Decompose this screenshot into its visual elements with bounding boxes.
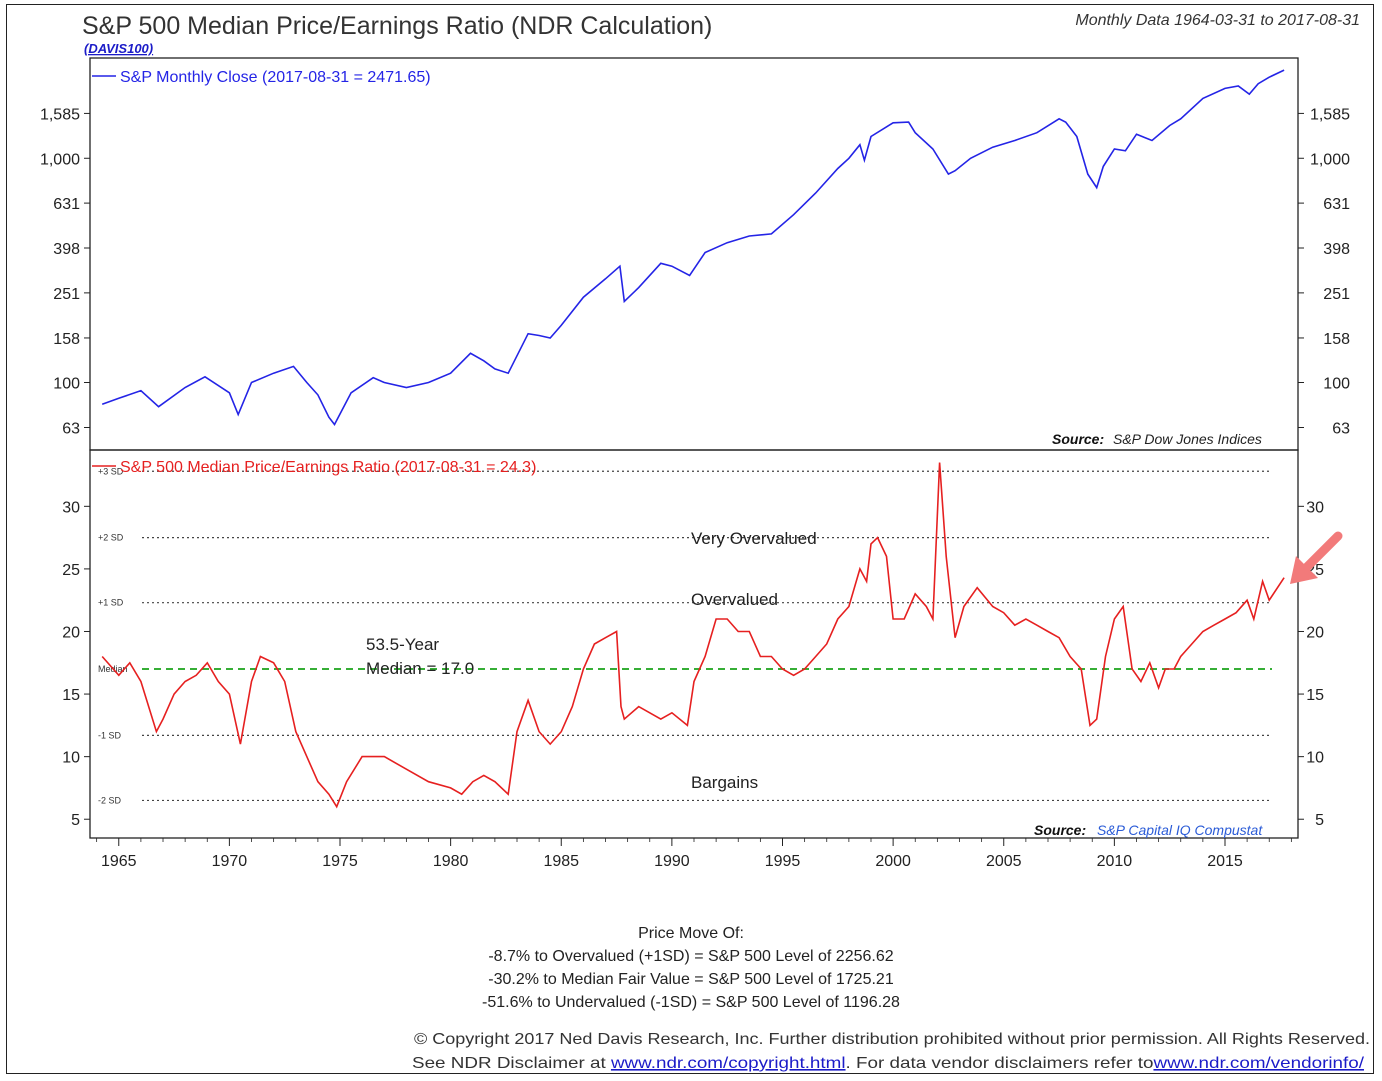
price-tick-label-right: 100 [1323, 375, 1350, 392]
pe-source-name: S&P Capital IQ Compustat [1097, 822, 1263, 838]
price-tick-label-right: 631 [1323, 196, 1350, 213]
x-tick-label: 1995 [765, 853, 801, 870]
price-tick-label-right: 251 [1323, 286, 1350, 303]
pe-line [101, 462, 1285, 809]
pe-tick-label-right: 20 [1306, 624, 1324, 641]
price-tick-label-left: 251 [53, 286, 80, 303]
x-tick-label: 2000 [875, 853, 911, 870]
x-tick-label: 1985 [543, 853, 579, 870]
vendorinfo-link[interactable]: www.ndr.com/vendorinfo/ [1152, 1055, 1364, 1072]
pe-tick-label-right: 15 [1306, 687, 1324, 704]
footer-line-2: -30.2% to Median Fair Value = S&P 500 Le… [488, 971, 894, 988]
chart-frame [6, 4, 1374, 1074]
footer-heading: Price Move Of: [638, 925, 744, 942]
disclaimer-pre: See NDR Disclaimer at [412, 1055, 611, 1072]
chart-title: S&P 500 Median Price/Earnings Ratio (NDR… [82, 12, 712, 40]
price-source-label: Source: [1052, 431, 1104, 447]
sd-label: +1 SD [98, 598, 124, 608]
x-tick-label: 1975 [322, 853, 358, 870]
price-tick-label-right: 158 [1323, 331, 1350, 348]
pe-source-label: Source: [1034, 822, 1086, 838]
median-note-value: Median = 17.0 [366, 659, 474, 678]
pe-tick-label-left: 15 [62, 687, 80, 704]
footer-line-1: -8.7% to Overvalued (+1SD) = S&P 500 Lev… [488, 948, 893, 965]
footer-line-3: -51.6% to Undervalued (-1SD) = S&P 500 L… [482, 994, 900, 1011]
disclaimer-mid: . For data vendor disclaimers refer to [846, 1055, 1154, 1072]
price-tick-label-left: 1,585 [40, 106, 80, 123]
price-tick-label-left: 158 [53, 331, 80, 348]
pe-tick-label-left: 5 [71, 812, 80, 829]
price-tick-label-right: 63 [1332, 420, 1350, 437]
price-tick-label-right: 1,585 [1310, 106, 1350, 123]
pe-tick-label-left: 20 [62, 624, 80, 641]
sd-label: +3 SD [98, 466, 124, 476]
pe-tick-label-left: 10 [62, 750, 80, 767]
price-tick-label-left: 63 [62, 420, 80, 437]
price-tick-label-left: 100 [53, 375, 80, 392]
copyright-notice: © Copyright 2017 Ned Davis Research, Inc… [414, 1031, 1370, 1048]
copyright-link[interactable]: www.ndr.com/copyright.html [610, 1055, 846, 1072]
price-panel [89, 57, 1299, 451]
disclaimer-line: See NDR Disclaimer at www.ndr.com/copyri… [412, 1055, 1365, 1072]
pe-tick-label-right: 10 [1306, 750, 1324, 767]
price-tick-label-left: 1,000 [40, 151, 80, 168]
price-axis: 1,585 1,585 1,000 1,000 631 631 398 398 251 251 15… [40, 106, 1350, 437]
series-code: (DAVIS100) [84, 41, 153, 56]
median-note-years: 53.5-Year [366, 635, 439, 654]
sd-label: -1 SD [98, 730, 122, 740]
arrow-icon [1290, 531, 1343, 584]
price-tick-label-left: 631 [53, 196, 80, 213]
x-tick-label: 1965 [101, 853, 137, 870]
x-axis: 1965 1970 1975 1980 1985 1990 1995 2000 2005 2010… [96, 838, 1292, 870]
x-tick-label: 2005 [986, 853, 1022, 870]
price-tick-label-left: 398 [53, 241, 80, 258]
pe-tick-label-right: 5 [1315, 812, 1324, 829]
pe-tick-label-left: 25 [62, 562, 80, 579]
price-tick-label-right: 398 [1323, 241, 1350, 258]
x-tick-label: 1990 [654, 853, 690, 870]
x-tick-label: 1970 [212, 853, 248, 870]
pe-tick-label-left: 30 [62, 499, 80, 516]
price-tick-label-right: 1,000 [1310, 151, 1350, 168]
sd-label: +2 SD [98, 533, 124, 543]
date-range: Monthly Data 1964-03-31 to 2017-08-31 [1075, 12, 1360, 29]
x-tick-label: 1980 [433, 853, 469, 870]
price-line [101, 69, 1285, 426]
zone-bargains: Bargains [691, 773, 758, 792]
sd-label: -2 SD [98, 795, 122, 805]
price-source-name: S&P Dow Jones Indices [1113, 431, 1262, 447]
x-tick-label: 2010 [1097, 853, 1133, 870]
pe-tick-label-right: 30 [1306, 499, 1324, 516]
x-tick-label: 2015 [1207, 853, 1243, 870]
price-legend: S&P Monthly Close (2017-08-31 = 2471.65) [120, 69, 431, 86]
zone-overvalued: Overvalued [691, 590, 778, 609]
pe-legend: S&P 500 Median Price/Earnings Ratio (201… [120, 459, 536, 476]
zone-very-overvalued: Very Overvalued [691, 529, 817, 548]
